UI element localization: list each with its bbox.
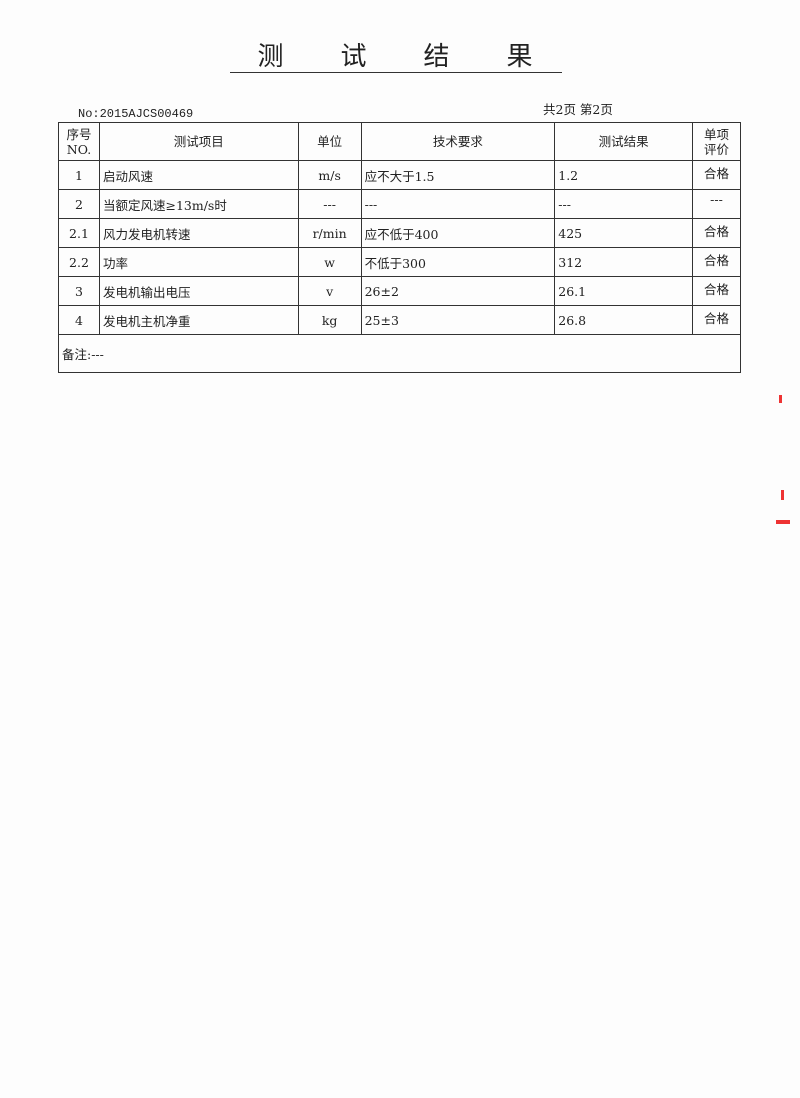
cell-item: 发电机输出电压 — [98, 276, 299, 306]
cell-evaluation: 合格 — [692, 218, 741, 248]
cell-item: 启动风速 — [98, 160, 299, 190]
page-title: 测 试 结 果 — [230, 36, 562, 73]
title-char: 结 — [423, 41, 452, 72]
cell-requirement: 应不大于1.5 — [360, 160, 556, 190]
cell-requirement: 应不低于400 — [360, 218, 556, 248]
cell-requirement: 26±2 — [360, 276, 556, 306]
cell-result: --- — [554, 189, 694, 219]
table-header-row: 序号 NO. 测试项目 单位 技术要求 测试结果 单项 评价 — [58, 122, 741, 161]
cell-item: 功率 — [98, 247, 299, 277]
cell-result: 312 — [554, 247, 694, 277]
table-row: 1 启动风速 m/s 应不大于1.5 1.2 合格 — [58, 160, 741, 190]
cell-no: 1 — [58, 160, 100, 190]
cell-no: 2 — [58, 189, 100, 219]
table-row: 3 发电机输出电压 v 26±2 26.1 合格 — [58, 276, 741, 306]
cell-no: 2.1 — [58, 218, 100, 248]
cell-unit: --- — [297, 189, 362, 219]
stamp-edge-mark — [779, 395, 782, 403]
table-row: 2.2 功率 w 不低于300 312 合格 — [58, 247, 741, 277]
cell-evaluation: 合格 — [692, 247, 741, 277]
cell-unit: v — [297, 276, 362, 306]
cell-result: 425 — [554, 218, 694, 248]
cell-no: 4 — [58, 305, 100, 335]
cell-result: 26.1 — [554, 276, 694, 306]
cell-unit: w — [297, 247, 362, 277]
title-char: 果 — [506, 41, 535, 72]
title-char: 测 — [257, 41, 286, 72]
divider-line — [160, 372, 632, 373]
header-requirement: 技术要求 — [360, 122, 556, 161]
cell-result: 1.2 — [554, 160, 694, 190]
cell-unit: kg — [297, 305, 362, 335]
header-evaluation: 单项 评价 — [692, 122, 741, 161]
test-results-table: 序号 NO. 测试项目 单位 技术要求 测试结果 单项 评价 1 启动风速 m/s 应… — [58, 122, 741, 373]
table-row: 2 当额定风速≥13m/s时 --- --- --- --- — [58, 189, 741, 219]
header-no: 序号 NO. — [58, 122, 100, 161]
cell-item: 当额定风速≥13m/s时 — [98, 189, 299, 219]
stamp-edge-mark — [776, 520, 790, 524]
cell-evaluation: --- — [692, 189, 741, 219]
cell-requirement: --- — [360, 189, 556, 219]
table-row: 4 发电机主机净重 kg 25±3 26.8 合格 — [58, 305, 741, 335]
notes: 备注:--- — [58, 334, 741, 373]
cell-requirement: 不低于300 — [360, 247, 556, 277]
cell-no: 2.2 — [58, 247, 100, 277]
cell-item: 风力发电机转速 — [98, 218, 299, 248]
page-info: 共2页 第2页 — [543, 102, 613, 117]
cell-evaluation: 合格 — [692, 305, 741, 335]
header-unit: 单位 — [297, 122, 362, 161]
cell-unit: r/min — [297, 218, 362, 248]
stamp-edge-mark — [781, 490, 784, 500]
cell-unit: m/s — [297, 160, 362, 190]
cell-no: 3 — [58, 276, 100, 306]
table-row: 2.1 风力发电机转速 r/min 应不低于400 425 合格 — [58, 218, 741, 248]
title-char: 试 — [340, 41, 369, 72]
header-item: 测试项目 — [98, 122, 299, 161]
cell-result: 26.8 — [554, 305, 694, 335]
notes-row: 备注:--- — [58, 334, 741, 373]
cell-requirement: 25±3 — [360, 305, 556, 335]
cell-evaluation: 合格 — [692, 160, 741, 190]
cell-evaluation: 合格 — [692, 276, 741, 306]
cell-item: 发电机主机净重 — [98, 305, 299, 335]
document-number: No:2015AJCS00469 — [78, 107, 194, 121]
header-result: 测试结果 — [554, 122, 694, 161]
